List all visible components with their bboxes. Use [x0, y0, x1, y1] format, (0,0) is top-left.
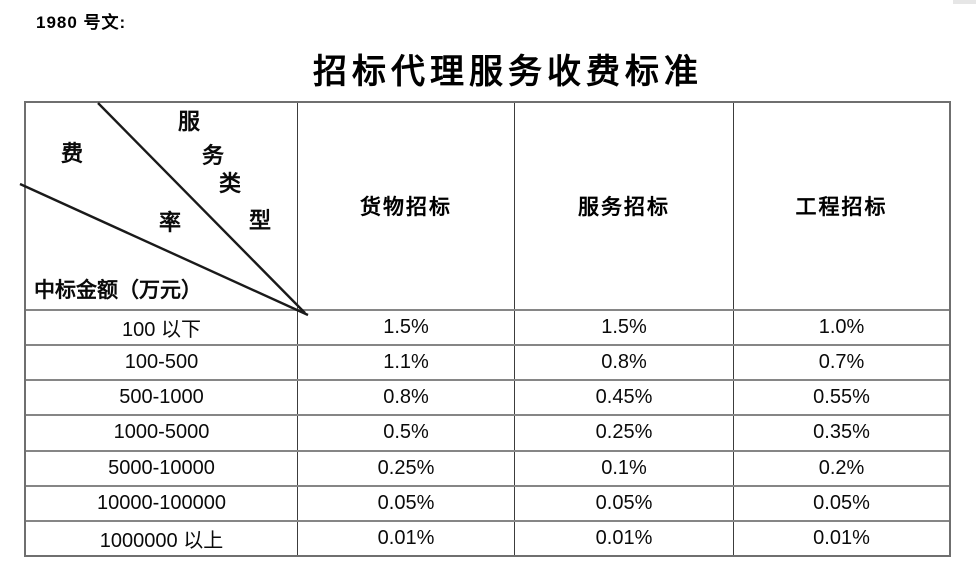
table-row: 100-500 1.1% 0.8% 0.7%	[26, 344, 949, 380]
rate-value-cell: 0.5%	[297, 416, 514, 450]
rate-value-cell: 0.01%	[733, 521, 949, 555]
rate-value-cell: 0.7%	[733, 346, 949, 380]
rate-value-cell: 0.2%	[733, 451, 949, 485]
table-row: 100 以下 1.5% 1.5% 1.0%	[26, 311, 949, 345]
rate-value-cell: 0.01%	[514, 521, 733, 555]
amount-range-cell: 100-500	[124, 351, 199, 374]
rate-value-cell: 0.25%	[514, 416, 733, 450]
column-header-goods-bidding: 货物招标	[297, 103, 514, 309]
fee-standard-table: 服 务 类 型 费 率 中标金额（万元） 货物招标 服务招标 工程招标 100 …	[19, 101, 951, 557]
corner-char-rate: 率	[159, 210, 182, 235]
column-header-service-bidding: 服务招标	[514, 103, 733, 309]
table-body: 100 以下 1.5% 1.5% 1.0% 100-500 1.1% 0.8% 0.7% 500…	[26, 311, 949, 555]
rate-value-cell: 1.5%	[297, 311, 514, 345]
rate-value-cell: 0.05%	[514, 486, 733, 520]
table-row: 5000-10000 0.25% 0.1% 0.2%	[26, 449, 949, 485]
page-title: 招标代理服务收费标准	[313, 54, 703, 91]
corner-char-service-type: 类	[219, 171, 242, 196]
rate-value-cell: 1.1%	[297, 346, 514, 380]
amount-range-cell: 500-1000	[119, 386, 204, 409]
rate-value-cell: 0.01%	[297, 521, 514, 555]
rate-value-cell: 0.1%	[514, 451, 733, 485]
amount-range-cell: 5000-10000	[108, 456, 215, 479]
rate-value-cell: 0.8%	[297, 381, 514, 415]
amount-range-cell: 1000-5000	[113, 421, 210, 444]
screen-edge-artifact	[953, 0, 976, 4]
corner-char-service-type: 型	[249, 208, 272, 233]
rate-value-cell: 0.05%	[733, 486, 949, 520]
table-row: 10000-100000 0.05% 0.05% 0.05%	[26, 484, 949, 520]
table-row: 1000000 以上 0.01% 0.01% 0.01%	[26, 519, 949, 555]
corner-char-service-type: 服	[178, 109, 201, 134]
corner-char-rate: 费	[61, 141, 84, 166]
rate-value-cell: 0.8%	[514, 346, 733, 380]
rate-value-cell: 0.45%	[514, 381, 733, 415]
table-header-row: 服 务 类 型 费 率 中标金额（万元） 货物招标 服务招标 工程招标	[26, 103, 949, 311]
doc-number-label: 1980 号文:	[36, 13, 127, 32]
rate-value-cell: 1.0%	[733, 311, 949, 345]
rate-value-cell: 0.55%	[733, 381, 949, 415]
rate-value-cell: 0.25%	[297, 451, 514, 485]
rate-value-cell: 0.35%	[733, 416, 949, 450]
corner-char-service-type: 务	[202, 143, 225, 168]
corner-header-cell: 服 务 类 型 费 率 中标金额（万元）	[26, 103, 297, 309]
rate-value-cell: 1.5%	[514, 311, 733, 345]
corner-amount-label: 中标金额（万元）	[34, 278, 202, 302]
amount-range-cell: 1000000 以上	[99, 529, 224, 552]
amount-range-cell: 100 以下	[122, 319, 201, 342]
table-row: 500-1000 0.8% 0.45% 0.55%	[26, 379, 949, 415]
table-row: 1000-5000 0.5% 0.25% 0.35%	[26, 414, 949, 450]
column-header-engineering-bidding: 工程招标	[733, 103, 949, 309]
rate-value-cell: 0.05%	[297, 486, 514, 520]
amount-range-cell: 10000-100000	[96, 491, 226, 514]
